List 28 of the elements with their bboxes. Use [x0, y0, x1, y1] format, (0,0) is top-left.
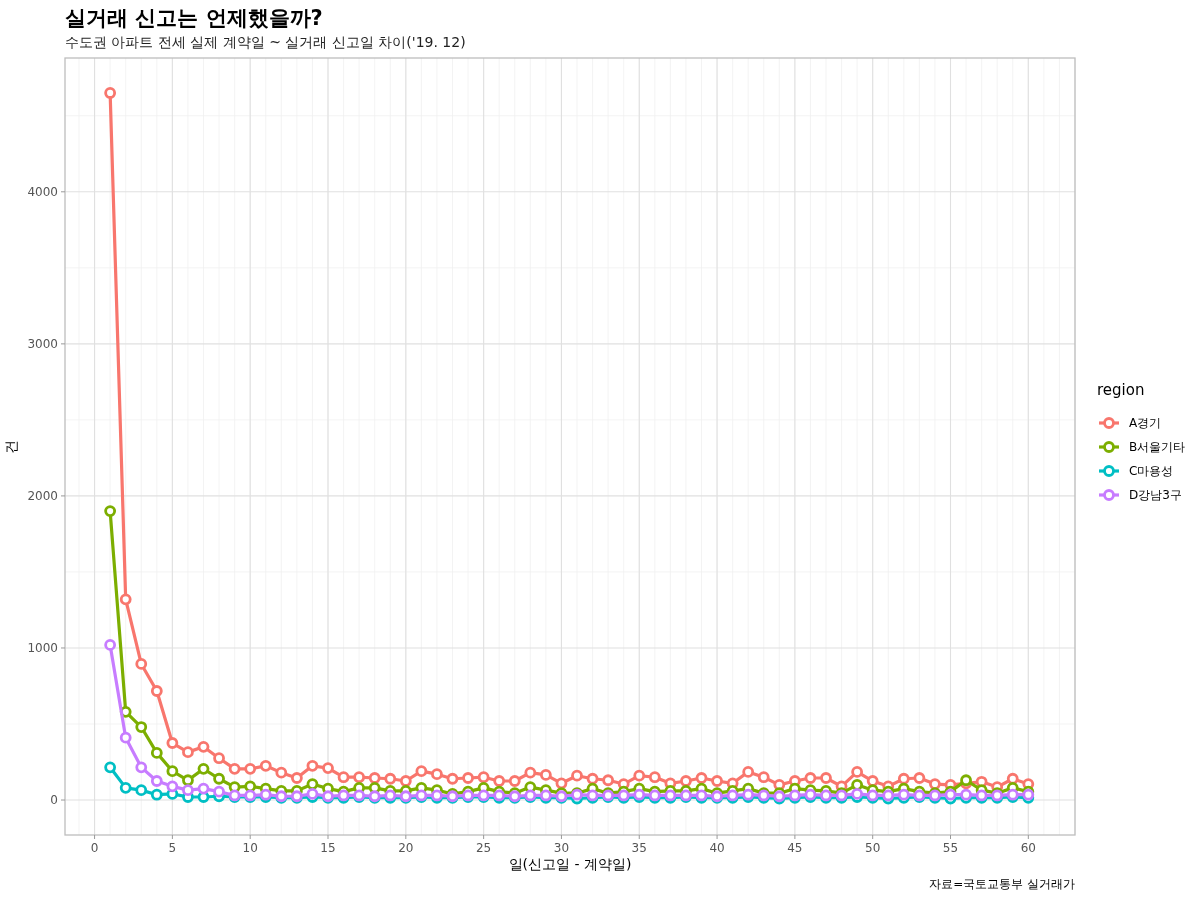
x-tick-label: 30 [553, 841, 570, 855]
legend-label: C마용성 [1129, 464, 1174, 478]
y-tick-label: 0 [50, 793, 58, 808]
x-tick-label: 60 [1020, 841, 1036, 855]
x-axis-title: 일(신고일 - 계약일) [508, 856, 632, 872]
legend-label: D강남3구 [1129, 488, 1182, 502]
x-tick-label: 50 [865, 841, 881, 855]
legend-label: B서울기타 [1129, 440, 1186, 454]
x-tick-label: 55 [942, 841, 959, 855]
x-tick-label: 5 [168, 841, 177, 855]
chart-title: 실거래 신고는 언제했을까? [65, 6, 323, 30]
legend-title: region [1097, 381, 1145, 399]
y-tick-label: 1000 [27, 640, 58, 655]
x-tick-label: 45 [787, 841, 803, 855]
x-tick-label: 0 [90, 841, 99, 855]
x-tick-label: 20 [398, 841, 414, 855]
legend-label: A경기 [1129, 416, 1162, 430]
x-tick-label: 35 [631, 841, 647, 855]
chart-subtitle: 수도권 아파트 전세 실제 계약일 ~ 실거래 신고일 차이('19. 12) [65, 34, 466, 50]
x-tick-label: 15 [320, 841, 336, 855]
y-axis-title: 건 [3, 439, 19, 454]
y-tick-label: 4000 [27, 184, 58, 199]
y-tick-label: 3000 [27, 336, 58, 351]
x-tick-label: 10 [242, 841, 258, 855]
y-tick-label: 2000 [27, 488, 58, 503]
text: 자료=국토교통부 실거래가 [929, 877, 1075, 891]
x-tick-label: 25 [475, 841, 492, 855]
x-tick-label: 40 [709, 841, 725, 855]
